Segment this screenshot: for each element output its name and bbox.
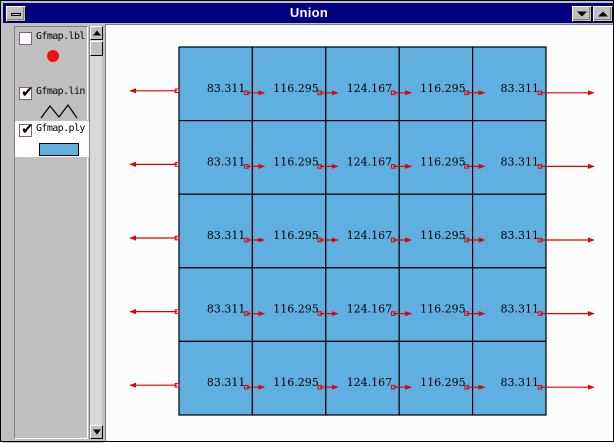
window-title: Union xyxy=(289,5,329,20)
cell-value-label: 124.167 xyxy=(347,303,393,316)
cell-value-label: 83.311 xyxy=(207,376,246,389)
map-cell[interactable] xyxy=(251,193,327,269)
map-cell[interactable] xyxy=(178,340,254,416)
cell-value-label: 83.311 xyxy=(501,155,540,168)
scroll-down-arrow-icon xyxy=(92,429,101,435)
map-cell[interactable] xyxy=(325,193,400,269)
cell-value-label: 116.295 xyxy=(420,155,466,168)
map-cell[interactable] xyxy=(398,193,474,269)
map-cell[interactable] xyxy=(178,193,254,269)
map-cell[interactable] xyxy=(398,267,474,343)
system-menu-button[interactable] xyxy=(6,6,26,22)
cell-value-label: 83.311 xyxy=(207,229,246,242)
layer-visibility-checkbox-gfmap-ply[interactable]: ✔ xyxy=(19,120,34,138)
map-cell[interactable] xyxy=(325,267,400,343)
cell-value-label: 116.295 xyxy=(420,229,466,242)
map-canvas-frame: 83.311 116.295 124.167 116.295 83.311 83.311 1… xyxy=(105,24,614,442)
layer-symbol-gfmap-lbl xyxy=(15,49,89,67)
layer-symbol-gfmap-lin xyxy=(15,104,89,122)
map-cell[interactable] xyxy=(472,340,547,416)
layer-item-gfmap-ply[interactable]: ✔ Gfmap.ply xyxy=(15,120,89,158)
minimize-button[interactable] xyxy=(572,6,592,22)
cell-value-label: 83.311 xyxy=(207,303,246,316)
point-dot-icon xyxy=(47,50,59,62)
map-cell[interactable] xyxy=(398,340,474,416)
layer-item-gfmap-lbl[interactable]: Gfmap.lbl xyxy=(15,29,89,67)
zigzag-line-icon xyxy=(40,104,78,119)
cell-value-label: 116.295 xyxy=(273,155,319,168)
polygon-swatch-icon xyxy=(39,143,79,156)
map-drawing: 83.311 116.295 124.167 116.295 83.311 83.311 1… xyxy=(129,46,595,416)
scroll-up-button[interactable] xyxy=(90,26,103,40)
layer-label-gfmap-lbl: Gfmap.lbl xyxy=(36,31,85,42)
map-canvas[interactable]: 83.311 116.295 124.167 116.295 83.311 83.311 1… xyxy=(106,25,613,441)
layer-visibility-checkbox-gfmap-lin[interactable]: ✔ xyxy=(19,83,34,101)
cell-value-label: 124.167 xyxy=(347,155,393,168)
layer-panel: Gfmap.lbl ✔ Gfmap.lin xyxy=(3,23,103,443)
map-cell[interactable] xyxy=(472,119,547,195)
cell-value-label: 83.311 xyxy=(207,82,246,95)
layer-symbol-gfmap-ply xyxy=(15,141,89,159)
cell-value-label: 116.295 xyxy=(420,303,466,316)
checkmark-icon: ✔ xyxy=(21,83,34,101)
scroll-up-arrow-icon xyxy=(92,30,101,36)
map-cell[interactable] xyxy=(325,340,400,416)
cell-value-label: 83.311 xyxy=(501,229,540,242)
scroll-down-button[interactable] xyxy=(90,425,103,439)
cell-value-label: 83.311 xyxy=(501,82,540,95)
scrollbar-thumb[interactable] xyxy=(90,41,103,56)
layer-list[interactable]: Gfmap.lbl ✔ Gfmap.lin xyxy=(14,26,89,439)
maximize-button[interactable] xyxy=(593,6,613,22)
cell-value-label: 116.295 xyxy=(420,376,466,389)
cell-value-label: 116.295 xyxy=(420,82,466,95)
triangle-down-icon xyxy=(577,11,587,17)
cell-value-label: 83.311 xyxy=(207,155,246,168)
layer-label-gfmap-ply: Gfmap.ply xyxy=(36,123,85,134)
cell-value-label: 124.167 xyxy=(347,229,393,242)
layer-item-gfmap-lin[interactable]: ✔ Gfmap.lin xyxy=(15,84,89,122)
cell-value-label: 116.295 xyxy=(273,376,319,389)
map-cell[interactable] xyxy=(472,193,547,269)
cell-value-label: 116.295 xyxy=(273,229,319,242)
layer-visibility-checkbox-gfmap-lbl[interactable] xyxy=(19,32,32,45)
cell-value-label: 124.167 xyxy=(347,376,393,389)
triangle-up-icon xyxy=(598,11,608,17)
cell-value-label: 116.295 xyxy=(273,303,319,316)
minimize-box-icon xyxy=(11,13,21,16)
cell-value-label: 83.311 xyxy=(501,303,540,316)
layer-list-scrollbar[interactable] xyxy=(89,26,103,439)
map-cell[interactable] xyxy=(398,119,474,195)
map-cell[interactable] xyxy=(251,46,327,122)
map-cell[interactable] xyxy=(472,46,547,122)
title-bar: Union xyxy=(3,3,614,23)
cell-value-label: 83.311 xyxy=(501,376,540,389)
cell-value-label: 124.167 xyxy=(347,82,393,95)
layer-label-gfmap-lin: Gfmap.lin xyxy=(36,86,85,97)
cell-value-label: 116.295 xyxy=(273,82,319,95)
map-cell[interactable] xyxy=(178,119,254,195)
checkmark-icon: ✔ xyxy=(21,120,34,138)
